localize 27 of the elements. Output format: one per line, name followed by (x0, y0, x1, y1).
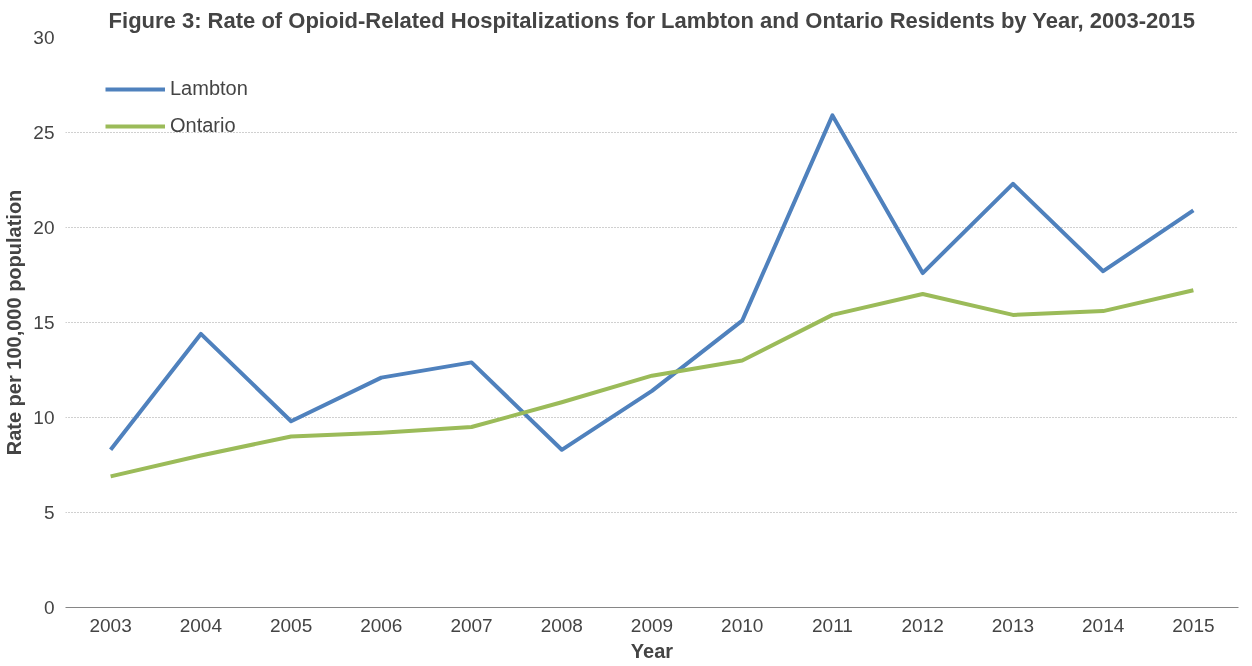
y-tick-label: 20 (33, 217, 55, 238)
x-tick-label: 2014 (1082, 614, 1125, 636)
y-tick-label: 10 (33, 407, 55, 428)
x-tick-label: 2009 (630, 614, 674, 636)
y-tick-label: 15 (33, 312, 55, 333)
x-tick-label: 2012 (901, 614, 944, 636)
y-tick-label: 30 (33, 27, 55, 48)
legend-label: Ontario (170, 114, 236, 137)
line-series (108, 113, 1196, 452)
y-tick-label: 5 (43, 502, 55, 523)
legend-label: Lambton (170, 77, 248, 100)
x-tick-label: 2006 (360, 614, 403, 636)
x-tick-label: 2003 (89, 614, 132, 636)
x-tick-label: 2008 (540, 614, 583, 636)
x-axis-title: Year (630, 639, 674, 662)
x-tick-label: 2015 (1172, 614, 1215, 636)
x-tick-label: 2010 (721, 614, 764, 636)
y-tick-label: 0 (43, 597, 55, 618)
line-series (108, 288, 1196, 479)
chart-title: Figure 3: Rate of Opioid-Related Hospitalizations for Lambton and Ontario Residents by Year, 2003-2015 (108, 7, 1195, 33)
x-tick-label: 2013 (991, 614, 1035, 636)
y-axis-title: Rate per 100,000 population (3, 189, 26, 456)
x-tick-label: 2011 (812, 614, 853, 636)
y-tick-label: 25 (33, 122, 55, 143)
x-tick-label: 2004 (179, 614, 223, 636)
x-tick-label: 2005 (269, 614, 313, 636)
x-tick-label: 2007 (450, 614, 493, 636)
